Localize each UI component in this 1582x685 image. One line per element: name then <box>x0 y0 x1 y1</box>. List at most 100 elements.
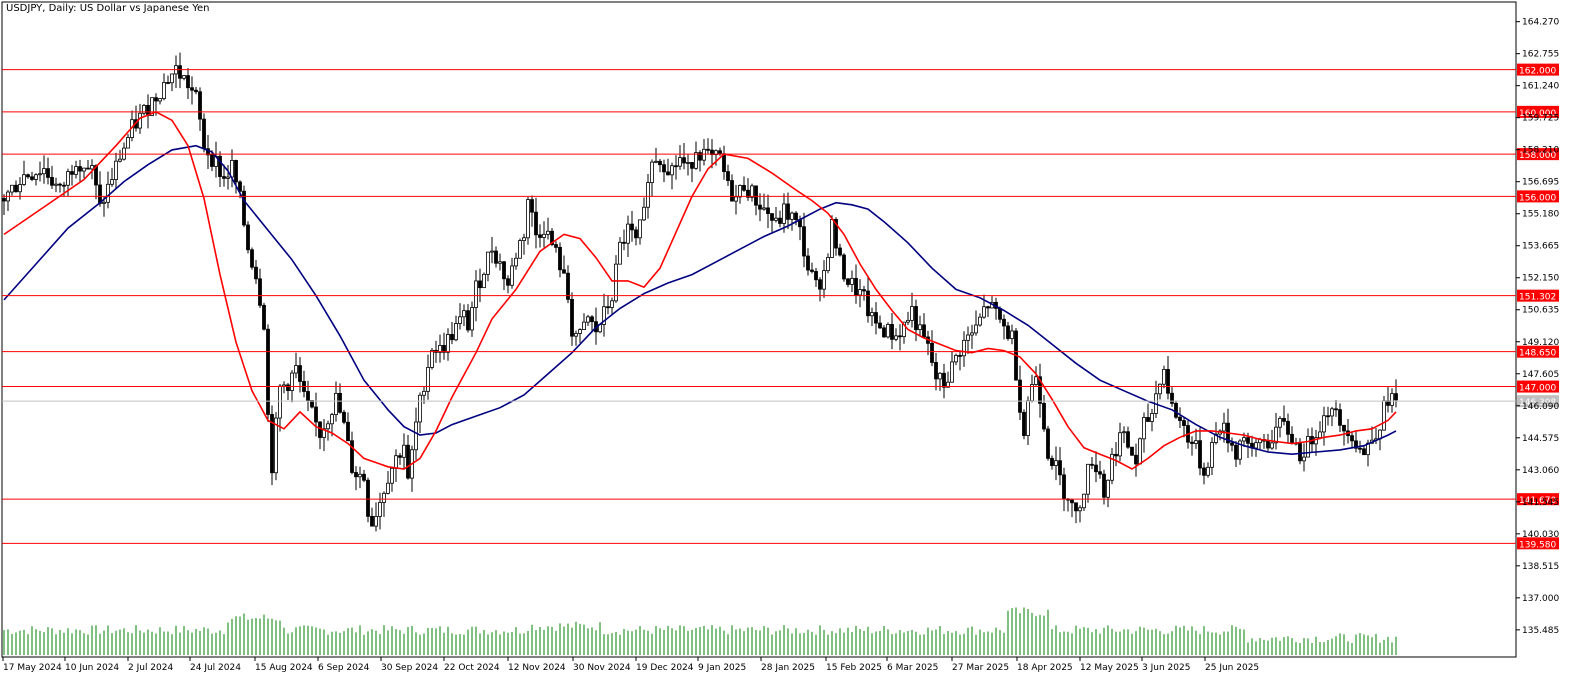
candle-body <box>1130 446 1134 456</box>
level-label: 162.000 <box>1519 67 1556 77</box>
candle-body <box>670 165 674 176</box>
candle-body <box>694 152 698 169</box>
x-tick-label: 28 Jan 2025 <box>761 663 815 673</box>
candle-body <box>834 219 838 249</box>
x-tick-label: 27 Mar 2025 <box>952 663 1009 673</box>
candle-body <box>998 308 1002 320</box>
y-tick-label: 140.030 <box>1522 530 1559 540</box>
candle-body <box>466 310 470 331</box>
candle-body <box>794 212 798 221</box>
candle-body <box>514 257 518 267</box>
candle-body <box>1074 502 1078 512</box>
candle-body <box>14 184 18 193</box>
y-tick-label: 138.515 <box>1522 562 1559 572</box>
candle-body <box>878 322 882 329</box>
candle-body <box>282 384 286 387</box>
candle-body <box>626 223 630 244</box>
candle-body <box>18 184 22 193</box>
candle-body <box>558 246 562 271</box>
candle-body <box>1078 507 1082 512</box>
candle-body <box>518 240 522 259</box>
candle-body <box>1118 432 1122 457</box>
candle-body <box>826 257 830 272</box>
candle-body <box>702 148 706 161</box>
candle-body <box>894 335 898 340</box>
level-label-box <box>1517 345 1559 358</box>
candle-body <box>1058 460 1062 476</box>
candle-body <box>462 310 466 318</box>
candle-body <box>50 177 54 186</box>
candle-body <box>378 502 382 517</box>
current-price-box <box>1517 395 1559 408</box>
candle-body <box>874 312 878 324</box>
candle-body <box>54 183 58 186</box>
candle-body <box>1298 442 1302 462</box>
candle-body <box>1246 437 1250 444</box>
candle-body <box>82 167 86 172</box>
y-tick-label: 135.485 <box>1522 626 1559 636</box>
candle-body <box>186 75 190 89</box>
candle-body <box>1174 402 1178 418</box>
candle-body <box>646 182 650 208</box>
candle-body <box>42 168 46 175</box>
candle-body <box>1338 409 1342 426</box>
candle-body <box>1002 318 1006 327</box>
candle-body <box>498 261 502 264</box>
level-label: 160.000 <box>1519 109 1556 119</box>
candle-body <box>234 160 238 183</box>
candle-body <box>490 250 494 253</box>
candle-body <box>138 112 142 129</box>
candle-body <box>978 316 982 326</box>
candle-body <box>1106 479 1110 498</box>
candle-body <box>142 104 146 114</box>
candle-body <box>1046 428 1050 459</box>
candle-body <box>294 365 298 374</box>
candle-body <box>1182 420 1186 426</box>
candle-body <box>722 153 726 172</box>
candle-body <box>1222 422 1226 432</box>
candle-body <box>398 455 402 458</box>
candle-body <box>290 372 294 391</box>
candle-body <box>326 423 330 430</box>
candle-body <box>838 247 842 256</box>
candle-body <box>550 230 554 245</box>
candle-body <box>570 298 574 337</box>
candle-body <box>98 184 102 204</box>
candle-body <box>774 217 778 221</box>
candle-body <box>910 306 914 321</box>
candle-body <box>1034 376 1038 385</box>
y-tick-label: 161.240 <box>1522 82 1559 92</box>
candle-body <box>674 165 678 168</box>
x-tick-label: 15 Aug 2024 <box>255 663 313 673</box>
candle-body <box>730 180 734 202</box>
candle-body <box>1086 463 1090 495</box>
candle-body <box>90 165 94 170</box>
candle-body <box>322 428 326 438</box>
current-price-label: 146.308 <box>1519 398 1556 408</box>
y-tick-label: 149.120 <box>1522 338 1559 348</box>
candle-body <box>10 184 14 193</box>
candle-body <box>2 198 6 202</box>
candle-body <box>666 171 670 176</box>
candle-body <box>358 473 362 478</box>
candle-body <box>1342 424 1346 432</box>
candle-body <box>934 362 938 380</box>
candle-body <box>306 391 310 401</box>
candle-body <box>814 271 818 281</box>
candle-body <box>566 272 570 300</box>
candle-body <box>938 372 942 380</box>
x-tick-label: 24 Jul 2024 <box>190 663 241 673</box>
candle-body <box>446 333 450 353</box>
candle-body <box>102 201 106 204</box>
ma-red-line <box>3 111 1397 470</box>
candle-body <box>1278 418 1282 428</box>
candle-body <box>226 176 230 179</box>
candle-body <box>898 335 902 338</box>
candle-body <box>1026 400 1030 436</box>
candle-body <box>1022 411 1026 436</box>
candle-body <box>1010 330 1014 339</box>
y-tick-label: 155.180 <box>1522 210 1559 220</box>
level-label-box <box>1517 493 1559 506</box>
